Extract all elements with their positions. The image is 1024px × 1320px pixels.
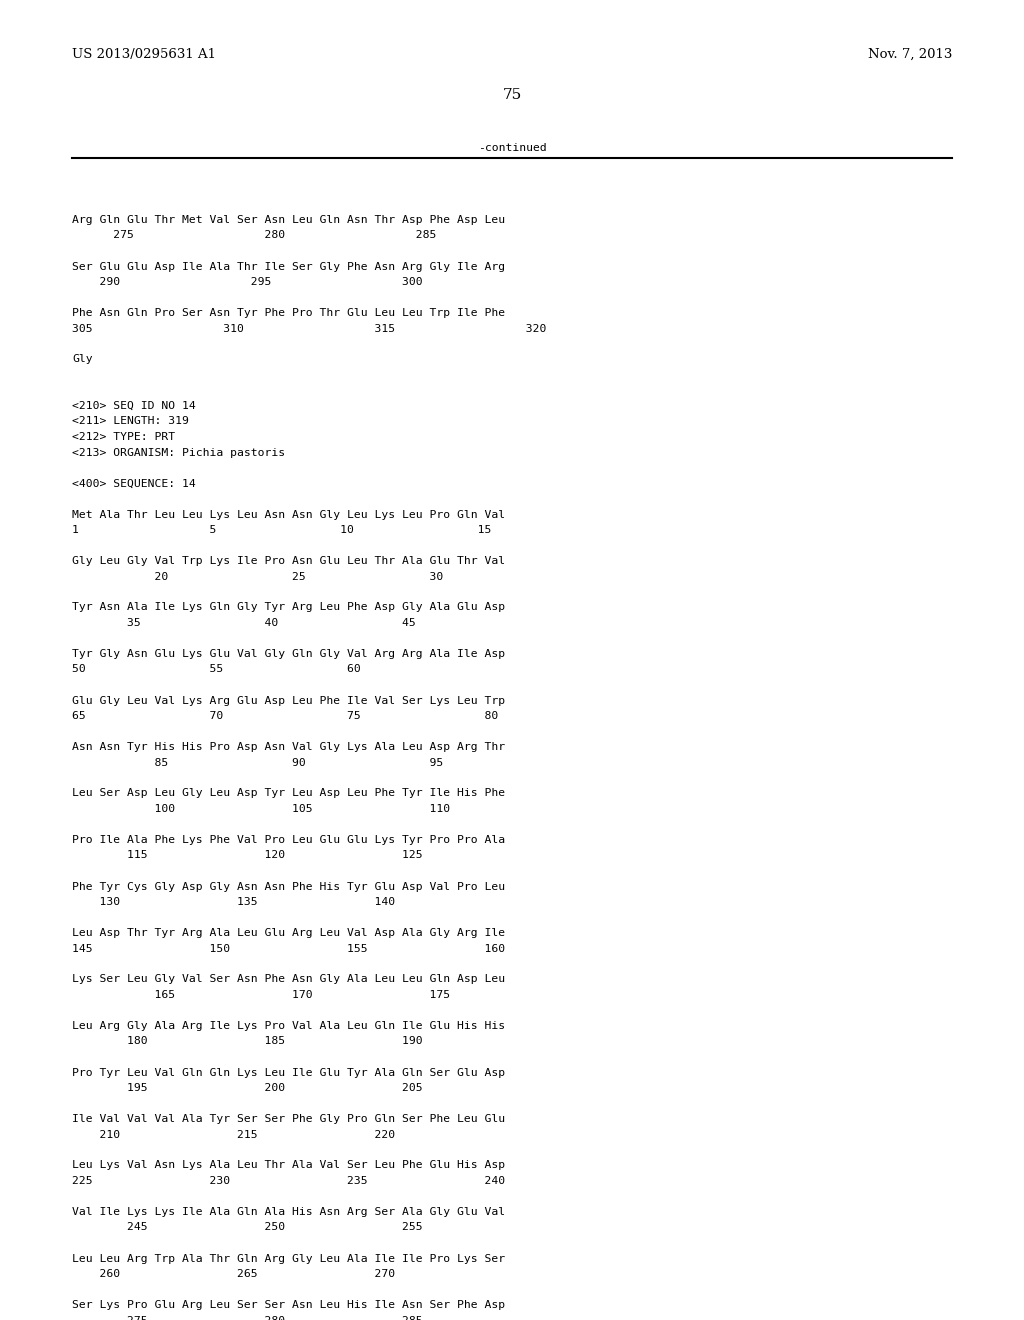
Text: Ser Glu Glu Asp Ile Ala Thr Ile Ser Gly Phe Asn Arg Gly Ile Arg: Ser Glu Glu Asp Ile Ala Thr Ile Ser Gly … [72,261,505,272]
Text: Leu Ser Asp Leu Gly Leu Asp Tyr Leu Asp Leu Phe Tyr Ile His Phe: Leu Ser Asp Leu Gly Leu Asp Tyr Leu Asp … [72,788,505,799]
Text: <211> LENGTH: 319: <211> LENGTH: 319 [72,417,188,426]
Text: Gly Leu Gly Val Trp Lys Ile Pro Asn Glu Leu Thr Ala Glu Thr Val: Gly Leu Gly Val Trp Lys Ile Pro Asn Glu … [72,556,505,566]
Text: 260                 265                 270: 260 265 270 [72,1269,395,1279]
Text: Lys Ser Leu Gly Val Ser Asn Phe Asn Gly Ala Leu Leu Gln Asp Leu: Lys Ser Leu Gly Val Ser Asn Phe Asn Gly … [72,974,505,985]
Text: Arg Gln Glu Thr Met Val Ser Asn Leu Gln Asn Thr Asp Phe Asp Leu: Arg Gln Glu Thr Met Val Ser Asn Leu Gln … [72,215,505,224]
Text: 275                 280                 285: 275 280 285 [72,1316,423,1320]
Text: <400> SEQUENCE: 14: <400> SEQUENCE: 14 [72,479,196,488]
Text: 20                  25                  30: 20 25 30 [72,572,443,582]
Text: Phe Tyr Cys Gly Asp Gly Asn Asn Phe His Tyr Glu Asp Val Pro Leu: Phe Tyr Cys Gly Asp Gly Asn Asn Phe His … [72,882,505,891]
Text: 180                 185                 190: 180 185 190 [72,1036,423,1047]
Text: 85                  90                  95: 85 90 95 [72,758,443,767]
Text: 100                 105                 110: 100 105 110 [72,804,451,814]
Text: <212> TYPE: PRT: <212> TYPE: PRT [72,432,175,442]
Text: Pro Ile Ala Phe Lys Phe Val Pro Leu Glu Glu Lys Tyr Pro Pro Ala: Pro Ile Ala Phe Lys Phe Val Pro Leu Glu … [72,836,505,845]
Text: Glu Gly Leu Val Lys Arg Glu Asp Leu Phe Ile Val Ser Lys Leu Trp: Glu Gly Leu Val Lys Arg Glu Asp Leu Phe … [72,696,505,705]
Text: 195                 200                 205: 195 200 205 [72,1082,423,1093]
Text: 1                   5                  10                  15: 1 5 10 15 [72,525,492,535]
Text: Pro Tyr Leu Val Gln Gln Lys Leu Ile Glu Tyr Ala Gln Ser Glu Asp: Pro Tyr Leu Val Gln Gln Lys Leu Ile Glu … [72,1068,505,1077]
Text: 210                 215                 220: 210 215 220 [72,1130,395,1139]
Text: 275                   280                   285: 275 280 285 [72,231,436,240]
Text: Met Ala Thr Leu Leu Lys Leu Asn Asn Gly Leu Lys Leu Pro Gln Val: Met Ala Thr Leu Leu Lys Leu Asn Asn Gly … [72,510,505,520]
Text: 115                 120                 125: 115 120 125 [72,850,423,861]
Text: 305                   310                   315                   320: 305 310 315 320 [72,323,547,334]
Text: 245                 250                 255: 245 250 255 [72,1222,423,1233]
Text: 225                 230                 235                 240: 225 230 235 240 [72,1176,505,1185]
Text: 50                  55                  60: 50 55 60 [72,664,360,675]
Text: <210> SEQ ID NO 14: <210> SEQ ID NO 14 [72,401,196,411]
Text: Tyr Asn Ala Ile Lys Gln Gly Tyr Arg Leu Phe Asp Gly Ala Glu Asp: Tyr Asn Ala Ile Lys Gln Gly Tyr Arg Leu … [72,602,505,612]
Text: Leu Arg Gly Ala Arg Ile Lys Pro Val Ala Leu Gln Ile Glu His His: Leu Arg Gly Ala Arg Ile Lys Pro Val Ala … [72,1020,505,1031]
Text: Leu Asp Thr Tyr Arg Ala Leu Glu Arg Leu Val Asp Ala Gly Arg Ile: Leu Asp Thr Tyr Arg Ala Leu Glu Arg Leu … [72,928,505,939]
Text: 290                   295                   300: 290 295 300 [72,277,423,286]
Text: Ser Lys Pro Glu Arg Leu Ser Ser Asn Leu His Ile Asn Ser Phe Asp: Ser Lys Pro Glu Arg Leu Ser Ser Asn Leu … [72,1300,505,1309]
Text: 145                 150                 155                 160: 145 150 155 160 [72,944,505,953]
Text: 130                 135                 140: 130 135 140 [72,898,395,907]
Text: Leu Leu Arg Trp Ala Thr Gln Arg Gly Leu Ala Ile Ile Pro Lys Ser: Leu Leu Arg Trp Ala Thr Gln Arg Gly Leu … [72,1254,505,1263]
Text: 75: 75 [503,88,521,102]
Text: 165                 170                 175: 165 170 175 [72,990,451,1001]
Text: Nov. 7, 2013: Nov. 7, 2013 [867,48,952,61]
Text: Val Ile Lys Lys Ile Ala Gln Ala His Asn Arg Ser Ala Gly Glu Val: Val Ile Lys Lys Ile Ala Gln Ala His Asn … [72,1206,505,1217]
Text: 65                  70                  75                  80: 65 70 75 80 [72,711,499,721]
Text: Leu Lys Val Asn Lys Ala Leu Thr Ala Val Ser Leu Phe Glu His Asp: Leu Lys Val Asn Lys Ala Leu Thr Ala Val … [72,1160,505,1171]
Text: Ile Val Val Val Ala Tyr Ser Ser Phe Gly Pro Gln Ser Phe Leu Glu: Ile Val Val Val Ala Tyr Ser Ser Phe Gly … [72,1114,505,1125]
Text: Gly: Gly [72,355,92,364]
Text: US 2013/0295631 A1: US 2013/0295631 A1 [72,48,216,61]
Text: -continued: -continued [477,143,547,153]
Text: Phe Asn Gln Pro Ser Asn Tyr Phe Pro Thr Glu Leu Leu Trp Ile Phe: Phe Asn Gln Pro Ser Asn Tyr Phe Pro Thr … [72,308,505,318]
Text: Tyr Gly Asn Glu Lys Glu Val Gly Gln Gly Val Arg Arg Ala Ile Asp: Tyr Gly Asn Glu Lys Glu Val Gly Gln Gly … [72,649,505,659]
Text: 35                  40                  45: 35 40 45 [72,618,416,628]
Text: <213> ORGANISM: Pichia pastoris: <213> ORGANISM: Pichia pastoris [72,447,285,458]
Text: Asn Asn Tyr His His Pro Asp Asn Val Gly Lys Ala Leu Asp Arg Thr: Asn Asn Tyr His His Pro Asp Asn Val Gly … [72,742,505,752]
